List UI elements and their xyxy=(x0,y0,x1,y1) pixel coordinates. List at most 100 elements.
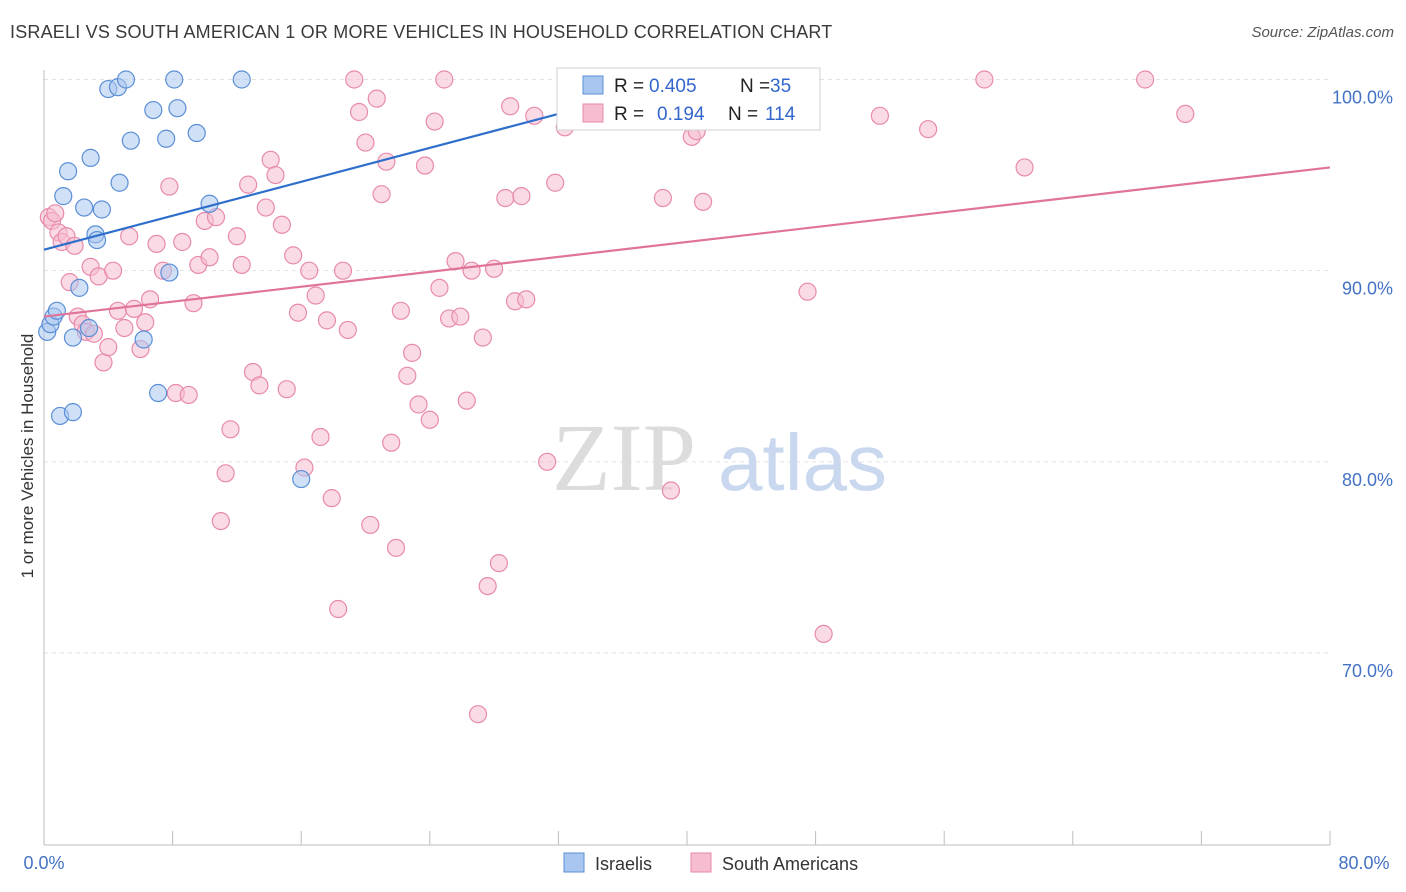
point-south-americans-44 xyxy=(261,150,280,169)
x-tick-label-min: 0.0% xyxy=(23,853,64,873)
point-south-americans-110 xyxy=(1136,70,1155,89)
point-south-americans-62 xyxy=(361,515,380,535)
point-south-americans-17 xyxy=(108,301,128,320)
point-south-americans-38 xyxy=(227,227,246,246)
point-south-americans-42 xyxy=(250,376,269,395)
chart-title: ISRAELI VS SOUTH AMERICAN 1 OR MORE VEHI… xyxy=(10,22,833,42)
point-south-americans-70 xyxy=(403,343,422,362)
legend-label-south-americans: South Americans xyxy=(722,854,858,874)
point-south-americans-81 xyxy=(462,261,481,280)
point-south-americans-83 xyxy=(473,328,492,347)
point-south-americans-35 xyxy=(211,511,230,531)
point-south-americans-74 xyxy=(425,112,444,131)
point-south-americans-43 xyxy=(256,198,275,217)
stats-r-value-south-americans: 0.194 xyxy=(657,104,705,125)
point-south-americans-105 xyxy=(693,192,713,211)
point-israelis-26 xyxy=(165,70,184,89)
point-israelis-8 xyxy=(63,328,83,347)
y-tick-label-0: 100.0% xyxy=(1332,88,1393,108)
series-israelis-points xyxy=(38,70,785,489)
point-south-americans-16 xyxy=(104,261,123,280)
point-south-americans-88 xyxy=(501,97,520,116)
point-israelis-31 xyxy=(292,469,311,489)
point-south-americans-33 xyxy=(200,248,219,267)
stats-swatch-israelis xyxy=(582,75,604,95)
point-south-americans-45 xyxy=(266,165,285,185)
stats-r-label-israelis: R = xyxy=(614,76,644,97)
point-south-americans-57 xyxy=(333,261,353,280)
point-israelis-25 xyxy=(160,263,179,282)
point-israelis-30 xyxy=(232,70,251,89)
point-south-americans-87 xyxy=(496,188,515,208)
gridlines xyxy=(44,79,1330,654)
series-south-americans-points xyxy=(39,70,1195,724)
point-south-americans-67 xyxy=(386,538,406,557)
point-south-americans-68 xyxy=(391,301,410,320)
stats-box: R = 0.405 N = 35 R = 0.194 N = 114 xyxy=(556,67,821,131)
point-south-americans-59 xyxy=(345,70,364,89)
point-south-americans-61 xyxy=(356,133,375,152)
stats-n-label-israelis: N = xyxy=(740,76,770,97)
point-south-americans-26 xyxy=(160,177,179,196)
point-south-americans-58 xyxy=(338,320,357,340)
point-south-americans-64 xyxy=(372,185,391,204)
point-south-americans-76 xyxy=(435,70,454,89)
point-south-americans-72 xyxy=(415,156,435,175)
point-south-americans-108 xyxy=(975,70,994,89)
stats-r-value-israelis: 0.405 xyxy=(649,76,697,97)
point-south-americans-71 xyxy=(409,395,428,414)
point-israelis-28 xyxy=(187,123,206,143)
point-south-americans-55 xyxy=(322,489,341,508)
trend-line-south-americans xyxy=(43,166,1331,318)
point-south-americans-94 xyxy=(546,173,565,192)
point-south-americans-24 xyxy=(147,234,166,254)
point-south-americans-63 xyxy=(367,89,386,108)
point-israelis-12 xyxy=(81,148,100,167)
point-israelis-24 xyxy=(157,129,176,148)
point-south-americans-69 xyxy=(398,366,417,385)
point-israelis-9 xyxy=(70,278,89,297)
y-tick-label-1: 90.0% xyxy=(1342,279,1393,299)
point-israelis-19 xyxy=(116,70,136,89)
point-south-americans-90 xyxy=(512,187,531,206)
stats-n-value-south-americans: 114 xyxy=(765,104,796,125)
point-south-americans-29 xyxy=(179,385,198,405)
x-axis-ticks xyxy=(43,831,1331,845)
point-south-americans-113 xyxy=(870,106,890,125)
chart-source: Source: ZipAtlas.com xyxy=(1251,24,1394,41)
point-israelis-11 xyxy=(79,318,99,338)
trend-line-israelis xyxy=(43,112,559,251)
point-south-americans-19 xyxy=(120,227,139,246)
stats-swatch-south-americans xyxy=(582,103,604,123)
point-south-americans-111 xyxy=(1176,104,1195,124)
point-south-americans-101 xyxy=(653,188,672,208)
point-south-americans-66 xyxy=(382,433,401,452)
watermark: ZIP atlas xyxy=(552,404,887,511)
point-south-americans-60 xyxy=(349,102,369,122)
stats-n-label-south-americans: N = xyxy=(728,104,758,125)
point-south-americans-39 xyxy=(232,255,251,275)
point-south-americans-106 xyxy=(798,282,817,301)
point-south-americans-18 xyxy=(115,318,134,338)
stats-n-value-israelis: 35 xyxy=(770,76,791,97)
point-south-americans-73 xyxy=(420,410,439,429)
point-south-americans-22 xyxy=(136,313,155,332)
point-south-americans-48 xyxy=(284,246,303,265)
point-south-americans-84 xyxy=(478,576,497,596)
point-south-americans-54 xyxy=(317,311,337,330)
point-israelis-6 xyxy=(59,162,78,181)
point-south-americans-14 xyxy=(94,353,113,372)
legend-swatch-south-americans xyxy=(690,852,712,873)
point-israelis-21 xyxy=(134,330,153,349)
watermark-atlas: atlas xyxy=(718,418,887,507)
point-south-americans-2 xyxy=(46,204,65,223)
y-tick-label-3: 70.0% xyxy=(1342,661,1393,681)
point-south-americans-49 xyxy=(288,303,308,322)
point-south-americans-15 xyxy=(99,338,118,357)
point-south-americans-109 xyxy=(1015,158,1034,177)
point-south-americans-37 xyxy=(221,420,240,439)
point-south-americans-28 xyxy=(173,232,192,252)
point-south-americans-79 xyxy=(451,307,470,326)
point-israelis-20 xyxy=(121,131,140,150)
point-south-americans-56 xyxy=(329,599,348,619)
